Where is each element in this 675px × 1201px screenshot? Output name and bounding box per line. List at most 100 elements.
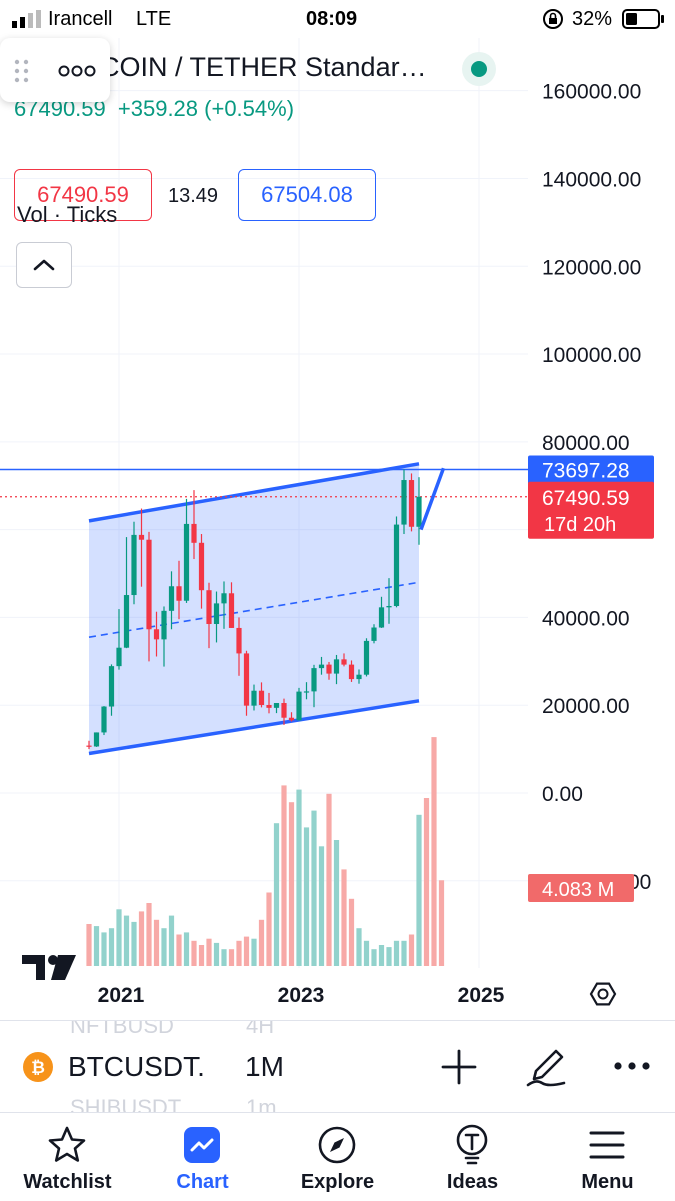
volume-bar (303, 827, 310, 966)
ask-price: 67504.08 (261, 182, 353, 207)
nav-watchlist[interactable]: Watchlist (0, 1113, 135, 1201)
volume-bar (86, 924, 92, 966)
volume-bar (198, 945, 205, 966)
candle-body (296, 691, 302, 721)
volume-bar (401, 940, 407, 966)
volume-bar (251, 938, 257, 966)
volume-bar (378, 945, 385, 966)
volume-bar (116, 909, 122, 966)
carrier-name: Irancell (48, 8, 113, 30)
svg-text:₿: ₿ (31, 1058, 45, 1078)
lightbulb-icon (456, 1124, 488, 1165)
ghost-symbol: SHIBUSDT (70, 1095, 182, 1113)
price-axis-label: 160000.00 (542, 81, 641, 104)
candle-body (371, 627, 377, 641)
candle-body (401, 480, 407, 525)
candle-body (236, 627, 242, 654)
nav-label: Chart (176, 1171, 229, 1193)
nav-chart[interactable]: Chart (135, 1113, 270, 1201)
volume-bar (311, 810, 317, 966)
floating-drawing-toolbar[interactable] (0, 38, 110, 102)
ghost-symbol: NFTBUSD (70, 1020, 174, 1038)
symbol-title[interactable]: COIN / TETHER Standar… (100, 52, 427, 82)
candle-body (198, 542, 205, 591)
nav-label: Ideas (446, 1171, 499, 1193)
nav-explore[interactable]: Explore (270, 1113, 405, 1201)
menu-icon (589, 1131, 625, 1159)
candle-body (273, 703, 280, 708)
symbol-toolbar: NFTBUSD 4H ₿ BTCUSDT. 1M SHIBUSDT 1m (0, 1020, 675, 1113)
chart-settings-icon[interactable] (589, 982, 617, 1006)
collapse-legend-button[interactable] (16, 242, 72, 288)
bid-price: 67490.59 (37, 182, 129, 207)
interval-button[interactable]: 1M (245, 1051, 284, 1082)
candle-body (243, 653, 250, 706)
candle-body (416, 496, 422, 527)
drawing-pen-icon[interactable] (524, 1045, 568, 1089)
chevron-up-icon (33, 259, 55, 271)
nav-menu[interactable]: Menu (540, 1113, 675, 1201)
nav-ideas[interactable]: Ideas (405, 1113, 540, 1201)
candle-body (303, 691, 310, 693)
candle-body (161, 610, 167, 640)
volume-bar (183, 932, 190, 966)
volume-indicator-label[interactable]: Vol · Ticks (17, 202, 118, 227)
volume-bar (408, 934, 415, 966)
more-horizontal-icon[interactable] (58, 64, 98, 78)
bid-price-button[interactable]: 67490.59 (14, 169, 152, 221)
ghost-interval: 4H (246, 1020, 275, 1038)
symbol-button[interactable]: BTCUSDT. (68, 1051, 205, 1082)
chart-settings-icon-center (597, 988, 609, 1000)
status-bar: Irancell LTE 08:09 32% (0, 0, 675, 38)
trend-line (419, 467, 446, 531)
candle-body (116, 647, 122, 667)
candle-body (356, 674, 362, 680)
drag-handle-icon[interactable] (14, 58, 30, 84)
spread-value: 13.49 (168, 185, 219, 207)
volume-bar (168, 915, 175, 966)
high-price-tag (528, 455, 654, 485)
volume-bar (341, 869, 347, 966)
volume-bar (176, 934, 182, 966)
price-axis-label: 120000.00 (542, 256, 641, 279)
candle-body (206, 590, 212, 625)
candle-body (176, 586, 182, 601)
candle-body (348, 664, 355, 680)
candle-body (318, 664, 325, 669)
volume-bar (123, 915, 130, 966)
candle-body (333, 659, 340, 674)
ask-price-button[interactable]: 67504.08 (238, 169, 376, 221)
orientation-lock-icon (543, 9, 563, 29)
more-options-icon[interactable] (612, 1059, 652, 1073)
candle-body (146, 539, 152, 630)
volume-bar (288, 802, 295, 966)
candle-body (221, 593, 227, 604)
volume-bar (108, 928, 115, 966)
volume-tag (528, 874, 634, 902)
candle-body (281, 703, 287, 718)
network-type: LTE (136, 8, 172, 30)
candle-body (131, 534, 137, 596)
volume-bar (281, 785, 287, 966)
price-chart[interactable]: 160000.00 140000.00 120000.00 100000.00 8000… (0, 38, 675, 1018)
candle-body (266, 704, 272, 708)
volume-bar (386, 947, 392, 966)
volume-bar (258, 919, 265, 966)
volume-bar (371, 949, 377, 966)
high-price-label: 73697.28 (542, 460, 630, 483)
nav-label: Watchlist (23, 1171, 112, 1193)
ghost-symbol-below: SHIBUSDT 1m (70, 1095, 277, 1113)
candle-body (386, 606, 392, 608)
candle-body (363, 640, 370, 675)
candle-body (93, 732, 100, 747)
time-axis-label: 2023 (278, 984, 325, 1007)
candle-body (251, 690, 257, 706)
volume-bar (243, 936, 250, 966)
price-axis-label: 140000.00 (542, 168, 641, 191)
battery-percent: 32% (572, 8, 613, 30)
add-icon[interactable] (441, 1049, 477, 1085)
candle-body (341, 659, 347, 665)
volume-bar (326, 793, 332, 966)
volume-bar (146, 903, 152, 966)
market-status-icon[interactable] (460, 50, 498, 88)
